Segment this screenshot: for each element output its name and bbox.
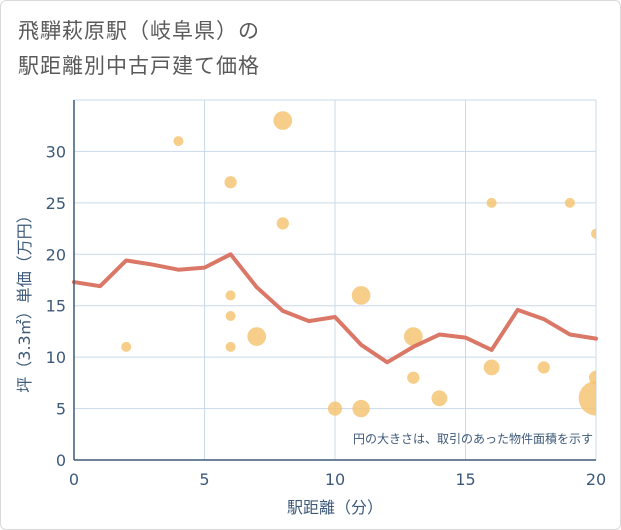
y-tick-label: 15 bbox=[46, 297, 66, 316]
grid-lines bbox=[74, 99, 597, 460]
scatter-point bbox=[352, 399, 370, 418]
scatter-point bbox=[403, 327, 423, 346]
y-axis-label: 坪（3.3㎡）単価（万円） bbox=[15, 207, 34, 392]
y-tick-label: 30 bbox=[46, 142, 66, 161]
scatter-point bbox=[407, 371, 420, 384]
trend-line bbox=[72, 252, 598, 365]
x-axis-label: 駅距離（分） bbox=[287, 498, 383, 517]
scatter-point bbox=[486, 197, 497, 208]
scatter-point bbox=[121, 341, 132, 352]
scatter-point bbox=[225, 311, 236, 321]
y-tick-label: 20 bbox=[46, 245, 66, 264]
trend-line-group bbox=[72, 252, 598, 365]
scatter-point bbox=[591, 228, 596, 239]
y-tick-label: 10 bbox=[46, 348, 66, 367]
chart-title: 飛騨萩原駅（岐阜県）の 駅距離別中古戸建て価格 bbox=[18, 14, 260, 84]
x-tick-label: 0 bbox=[69, 470, 79, 489]
scatter-point bbox=[483, 359, 500, 376]
title-line-1: 飛騨萩原駅（岐阜県）の bbox=[18, 19, 260, 43]
size-annotation: 円の大きさは、取引のあった物件面積を示す bbox=[353, 431, 593, 446]
x-tick-label: 15 bbox=[455, 470, 475, 489]
y-tick-label: 0 bbox=[56, 451, 66, 470]
scatter-point bbox=[537, 361, 550, 374]
scatter-point bbox=[351, 286, 371, 305]
scatter-point bbox=[276, 217, 289, 230]
scatter-point bbox=[327, 401, 343, 416]
scatter-point bbox=[225, 290, 236, 301]
title-line-2: 駅距離別中古戸建て価格 bbox=[18, 54, 260, 78]
scatter-point bbox=[173, 136, 184, 147]
scatter-point bbox=[224, 176, 237, 189]
scatter-point bbox=[247, 327, 267, 346]
scatter-point bbox=[273, 111, 293, 130]
scatter-point bbox=[225, 341, 236, 352]
y-tick-label: 25 bbox=[46, 194, 66, 213]
scatter-point bbox=[578, 380, 596, 416]
x-tick-label: 5 bbox=[199, 470, 209, 489]
scatter-points bbox=[121, 111, 596, 418]
y-tick-label: 5 bbox=[56, 400, 66, 419]
scatter-point bbox=[564, 197, 575, 208]
x-tick-label: 20 bbox=[586, 470, 606, 489]
scatter-point bbox=[431, 390, 448, 407]
x-tick-label: 10 bbox=[325, 470, 345, 489]
axes: 0 5 10 15 20 0 5 10 15 20 25 30 bbox=[46, 100, 606, 489]
